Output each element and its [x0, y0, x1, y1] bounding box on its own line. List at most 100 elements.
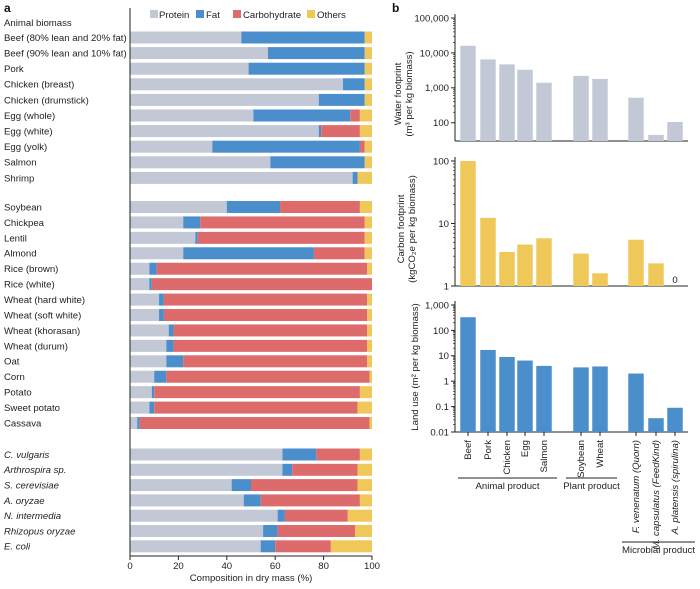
bar-segment-others	[369, 370, 372, 383]
bar-segment-others	[364, 216, 372, 229]
water-bar-3	[517, 69, 533, 141]
bar-segment-carbohydrate	[284, 509, 348, 522]
land-y-tick-label: 1,000	[425, 300, 449, 311]
bar-segment-carbohydrate	[166, 370, 370, 383]
land-bar-5	[573, 367, 589, 432]
bar-segment-fat	[183, 247, 314, 260]
panel-b-letter: b	[392, 1, 399, 15]
bar-segment-protein	[130, 31, 242, 44]
bar-segment-protein	[130, 525, 264, 537]
legend-swatch-others	[307, 10, 315, 18]
bar-segment-fat	[282, 448, 317, 461]
carbon-bar-6	[592, 273, 608, 286]
bar-segment-protein	[130, 540, 261, 553]
bar-segment-others	[347, 509, 372, 522]
bar-segment-fat	[282, 463, 293, 476]
category-label: A. platensis (spirulina)	[670, 440, 681, 535]
water-bar-7	[628, 97, 644, 141]
land-bar-9	[667, 407, 683, 432]
bar-segment-carbohydrate	[280, 201, 360, 213]
bar-segment-protein	[130, 93, 319, 106]
bar-segment-others	[364, 31, 372, 44]
carbon-bar-5	[573, 253, 589, 286]
bar-segment-protein	[130, 109, 254, 122]
bar-segment-carbohydrate	[156, 262, 368, 275]
bar-segment-carbohydrate	[359, 140, 365, 153]
bar-segment-others	[359, 125, 372, 138]
x-tick-label: 20	[173, 561, 184, 572]
row-label: C. vulgaris	[4, 450, 50, 461]
carbon-bar-3	[517, 244, 533, 286]
bar-segment-protein	[130, 309, 160, 322]
land-bar-4	[536, 365, 552, 432]
bar-segment-fat	[149, 401, 155, 414]
bar-segment-fat	[267, 47, 365, 60]
bar-segment-others	[364, 47, 372, 60]
row-label: Egg (yolk)	[4, 142, 47, 153]
bar-segment-others	[367, 293, 372, 306]
bar-segment-others	[367, 339, 372, 352]
bar-segment-carbohydrate	[200, 216, 365, 229]
bar-segment-fat	[137, 417, 140, 430]
axis-a: 0 20 40 60 80 100	[127, 8, 380, 572]
water-bar-5	[573, 75, 589, 141]
bar-segment-fat	[253, 109, 351, 122]
bar-segment-others	[364, 156, 372, 169]
panel-b-charts: 100,00010,0001,00010010010101,0001001010…	[414, 13, 695, 556]
row-label: Wheat (hard white)	[4, 295, 85, 306]
x-tick-label: 100	[364, 561, 380, 572]
bar-segment-carbohydrate	[350, 109, 360, 122]
bar-segment-carbohydrate	[183, 355, 368, 368]
row-label: Corn	[4, 372, 25, 383]
legend-label-carbohydrate: Carbohydrate	[243, 10, 301, 21]
bar-segment-others	[357, 479, 372, 492]
bar-segment-fat	[149, 262, 157, 275]
x-tick-label: 0	[127, 561, 132, 572]
bar-segment-fat	[248, 62, 365, 75]
row-label: Oat	[4, 357, 20, 368]
bar-segment-protein	[130, 62, 249, 75]
bar-segment-others	[357, 401, 372, 414]
row-label: Egg (whole)	[4, 111, 55, 122]
bar-segment-others	[367, 355, 372, 368]
legend-label-protein: Protein	[159, 10, 189, 21]
bar-segment-others	[364, 140, 372, 153]
carbon-bar-4	[536, 238, 552, 286]
group-label: Animal product	[476, 481, 540, 492]
water-y-tick-label: 100,000	[414, 13, 449, 24]
category-label: Soybean	[576, 440, 587, 478]
category-label: Chicken	[502, 440, 513, 475]
row-label: Wheat (soft white)	[4, 310, 81, 321]
bar-segment-fat	[352, 171, 358, 184]
bar-segment-others	[367, 309, 372, 322]
bar-segment-carbohydrate	[151, 278, 372, 291]
bar-segment-carbohydrate	[173, 339, 368, 352]
row-label: Rice (white)	[4, 280, 55, 291]
group-label: Microbial product	[622, 545, 695, 556]
bar-segment-others	[359, 494, 372, 507]
category-label: Egg	[520, 440, 531, 457]
row-label: Rice (brown)	[4, 264, 58, 275]
legend-label-others: Others	[317, 10, 346, 21]
bar-segment-protein	[130, 494, 244, 507]
bar-segment-fat	[159, 309, 164, 322]
bar-segment-fat	[183, 216, 201, 229]
row-label: Almond	[4, 249, 37, 260]
bar-segment-others	[357, 171, 372, 184]
bar-segment-protein	[130, 479, 232, 492]
bar-segment-others	[357, 463, 372, 476]
row-label: Chicken (drumstick)	[4, 95, 89, 106]
water-y-tick-label: 1,000	[425, 83, 449, 94]
bar-segment-protein	[130, 370, 155, 383]
bar-segment-others	[359, 386, 372, 399]
bar-segment-protein	[130, 78, 343, 91]
carbon-bar-7	[628, 239, 644, 286]
bar-segment-others	[359, 109, 372, 122]
row-label: Chicken (breast)	[4, 80, 74, 91]
bar-segment-fat	[241, 31, 365, 44]
bar-segment-fat	[342, 78, 365, 91]
bar-segment-others	[359, 448, 372, 461]
bar-segment-protein	[130, 339, 167, 352]
legend-label-fat: Fat	[206, 10, 220, 21]
